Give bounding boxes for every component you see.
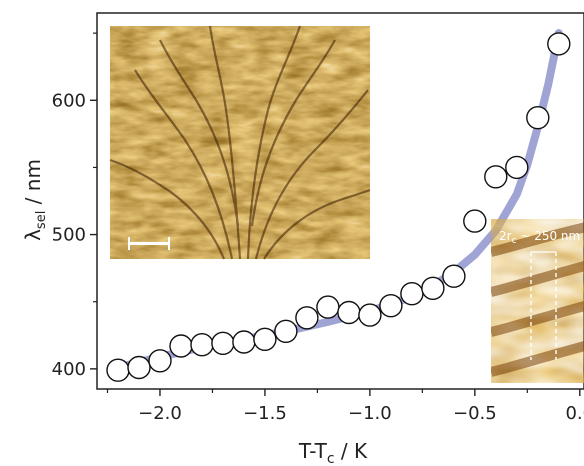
inset-annotation: 2rc ~ 250 nm	[499, 229, 580, 246]
data-point	[106, 358, 130, 382]
scale-bar	[128, 242, 170, 245]
y-axis-title: λsel / nm	[21, 159, 49, 241]
afm-inset-right: 2rc ~ 250 nm	[491, 219, 584, 383]
data-point	[547, 32, 571, 56]
data-point	[127, 355, 151, 380]
data-point	[400, 282, 424, 306]
data-point	[232, 330, 256, 354]
data-point	[148, 349, 172, 373]
data-point	[190, 333, 214, 357]
data-point	[253, 327, 277, 351]
data-point	[169, 334, 193, 358]
x-tick-label: −2.0	[138, 403, 182, 424]
plot-frame	[96, 12, 584, 390]
data-point	[421, 276, 445, 300]
data-point	[358, 303, 382, 327]
x-tick-label: 0.0	[565, 403, 584, 424]
x-tick-label: −1.0	[348, 403, 392, 424]
data-point	[274, 319, 298, 343]
y-tick-label: 600	[52, 90, 86, 111]
data-point	[295, 306, 319, 330]
data-point	[211, 331, 235, 355]
y-tick-label: 400	[52, 359, 86, 380]
data-point	[316, 295, 340, 319]
data-point	[505, 155, 529, 180]
data-point	[526, 105, 550, 130]
x-tick-label: −0.5	[453, 403, 497, 424]
data-point	[442, 264, 466, 288]
data-point	[379, 294, 403, 318]
afm-inset-left	[109, 25, 371, 260]
data-point	[337, 300, 361, 325]
data-point	[484, 165, 508, 189]
x-axis-title: T-Tc / K	[298, 439, 368, 466]
y-tick-label: 500	[52, 225, 86, 246]
data-point	[463, 209, 487, 233]
x-tick-label: −1.5	[243, 403, 287, 424]
